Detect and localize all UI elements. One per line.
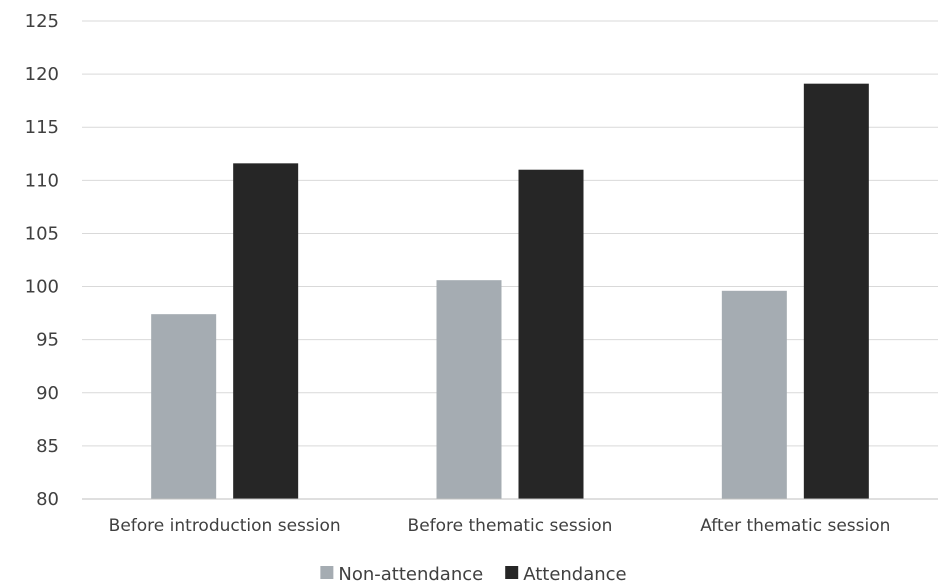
legend-swatch: [505, 566, 519, 579]
y-tick-label: 90: [36, 383, 59, 404]
bar-non-attendance: [436, 280, 502, 499]
y-tick-label: 120: [25, 64, 59, 85]
legend-label: Non-attendance: [338, 564, 483, 585]
bar-non-attendance: [151, 314, 217, 499]
x-category-label: Before introduction session: [109, 516, 341, 536]
bar-attendance: [518, 169, 584, 499]
gridlines: [82, 20, 938, 447]
bars: [151, 83, 869, 500]
y-tick-label: 95: [36, 330, 59, 351]
x-axis-category-labels: Before introduction session Before themat…: [109, 516, 891, 536]
bar-attendance: [803, 83, 869, 499]
y-axis-tick-labels: 80 85 90 95 100 105 110 115 120 125: [25, 11, 59, 510]
x-category-label: Before thematic session: [408, 516, 613, 536]
x-category-label: After thematic session: [700, 516, 890, 536]
bar-non-attendance: [721, 290, 787, 499]
y-tick-label: 125: [25, 11, 59, 32]
bar-attendance: [233, 163, 299, 500]
y-tick-label: 105: [25, 223, 59, 244]
y-tick-label: 85: [36, 436, 59, 457]
y-tick-label: 80: [36, 489, 59, 510]
legend: Non-attendance Attendance: [320, 564, 627, 585]
y-tick-label: 110: [25, 170, 59, 191]
y-tick-label: 100: [25, 277, 59, 298]
legend-label: Attendance: [523, 564, 626, 585]
y-tick-label: 115: [25, 117, 59, 138]
legend-swatch: [320, 566, 334, 579]
